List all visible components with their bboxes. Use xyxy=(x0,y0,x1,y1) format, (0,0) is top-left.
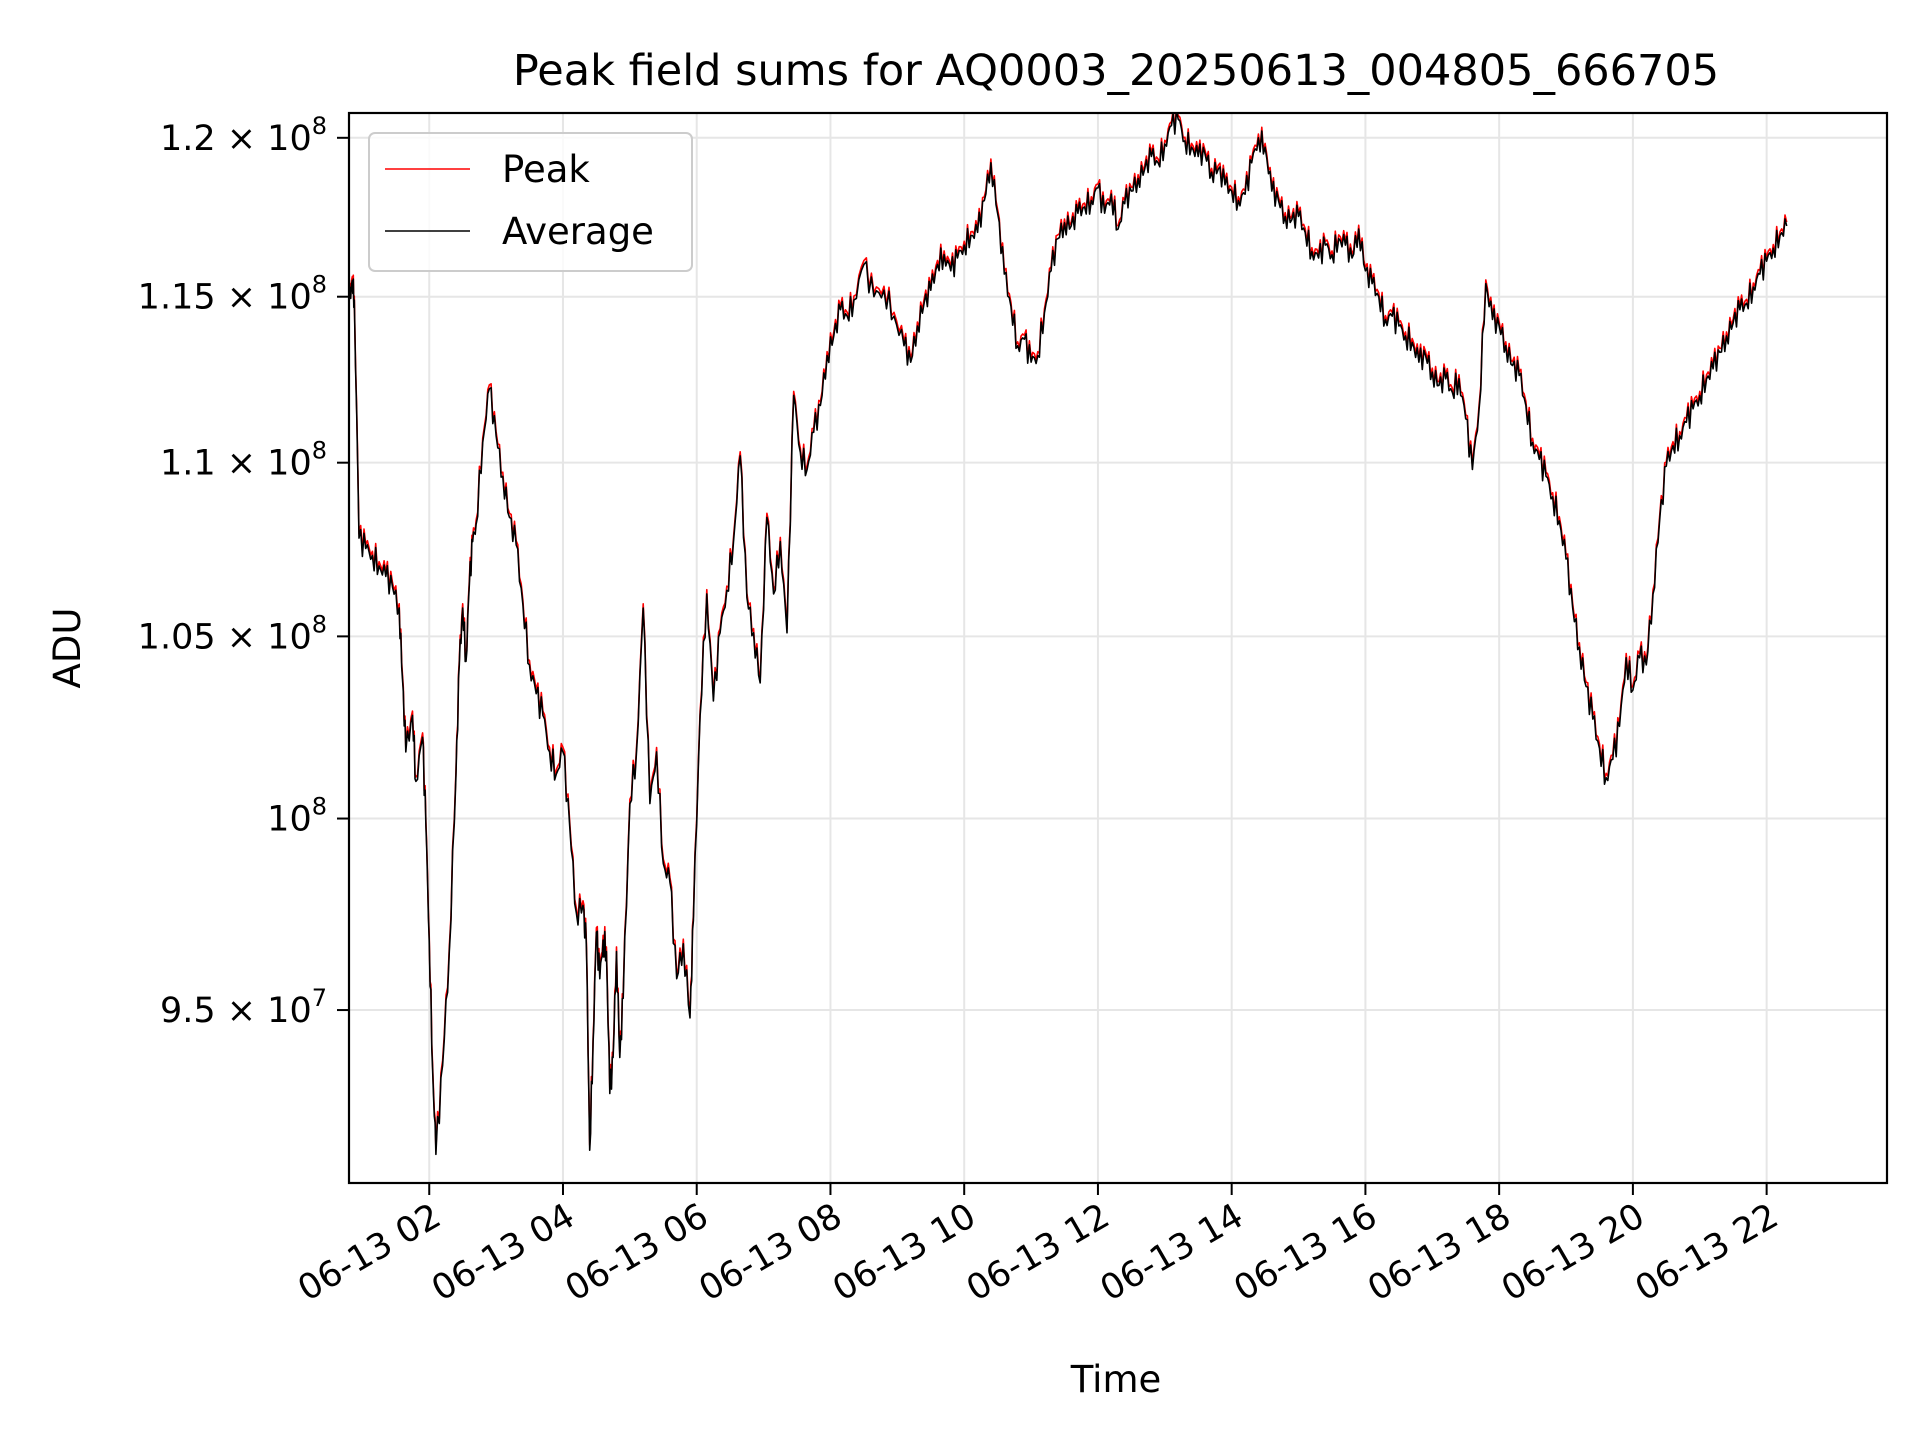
series-line-average xyxy=(349,113,1788,1156)
legend-box xyxy=(368,132,693,272)
y-tick-exponent: 8 xyxy=(312,112,327,140)
y-tick-label: 108 xyxy=(267,793,327,840)
y-tick-label: 1.15 × 108 xyxy=(138,271,327,318)
y-tick-base: 1.2 × 10 xyxy=(160,119,312,159)
y-axis-label: ADU xyxy=(46,608,89,689)
x-tick-label: 06-13 22 xyxy=(1629,1196,1785,1309)
x-tick-label: 06-13 14 xyxy=(1094,1196,1250,1309)
series-layer xyxy=(349,113,1788,1156)
y-tick-exponent: 7 xyxy=(312,984,327,1012)
x-tick-label: 06-13 12 xyxy=(960,1196,1116,1309)
y-tick-label: 9.5 × 107 xyxy=(160,984,327,1031)
x-tick-label: 06-13 08 xyxy=(693,1196,849,1309)
y-tick-label: 1.2 × 108 xyxy=(160,112,327,159)
x-tick-label: 06-13 18 xyxy=(1361,1196,1517,1309)
y-tick-base: 1.05 × 10 xyxy=(138,617,312,657)
grid-lines xyxy=(349,113,1887,1183)
plot-frame xyxy=(347,111,1889,1185)
legend-label-peak: Peak xyxy=(502,148,590,191)
y-tick-label: 1.05 × 108 xyxy=(138,610,327,657)
y-tick-base: 10 xyxy=(267,800,312,840)
x-tick-label: 06-13 20 xyxy=(1495,1196,1651,1309)
x-tick-label: 06-13 04 xyxy=(425,1196,581,1309)
x-tick-label: 06-13 10 xyxy=(826,1196,982,1309)
legend: Peak Average xyxy=(368,132,693,272)
y-tick-base: 9.5 × 10 xyxy=(160,991,312,1031)
y-tick-base: 1.1 × 10 xyxy=(160,444,312,484)
x-tick-label: 06-13 16 xyxy=(1228,1196,1384,1309)
legend-label-average: Average xyxy=(502,210,654,253)
y-tick-exponent: 8 xyxy=(312,793,327,821)
x-tick-label: 06-13 02 xyxy=(291,1196,447,1309)
x-axis-label: Time xyxy=(1070,1358,1162,1401)
y-tick-exponent: 8 xyxy=(312,610,327,638)
chart-title: Peak field sums for AQ0003_20250613_0048… xyxy=(513,46,1719,96)
y-tick-base: 1.15 × 10 xyxy=(138,278,312,318)
y-tick-exponent: 8 xyxy=(312,437,327,465)
x-tick-label: 06-13 06 xyxy=(559,1196,715,1309)
y-tick-exponent: 8 xyxy=(312,271,327,299)
y-tick-label: 1.1 × 108 xyxy=(160,437,327,484)
